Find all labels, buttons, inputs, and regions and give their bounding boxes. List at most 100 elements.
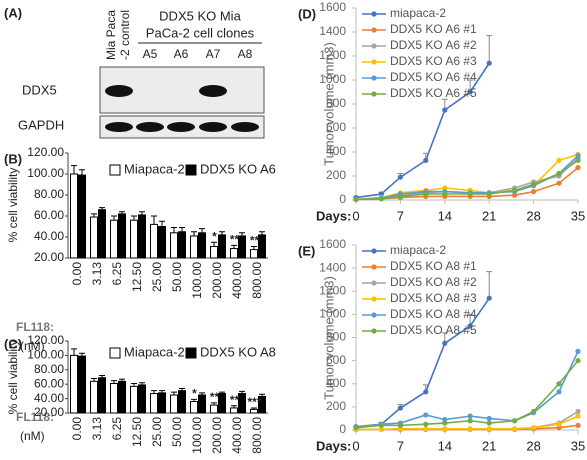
legend-label: miapaca-2 (390, 6, 446, 20)
bar (250, 408, 258, 414)
error-bar (91, 377, 97, 382)
legend-label: DDX5 KO A8 #3 (390, 291, 477, 305)
error-bar (211, 402, 217, 406)
bar (230, 248, 238, 259)
bar (198, 394, 206, 414)
bar (178, 231, 186, 259)
marker (467, 418, 473, 424)
lane-label: A8 (238, 47, 253, 61)
x-tick-label: 12.50 (130, 417, 144, 447)
bar (130, 219, 138, 259)
panel-label: (C) (4, 336, 22, 351)
x-tick-label: 6.25 (110, 262, 124, 286)
bar (170, 232, 178, 259)
x-tick-label: 0 (352, 208, 359, 223)
y-tick-label: 800 (326, 96, 346, 110)
bar (210, 245, 218, 259)
marker (486, 415, 492, 422)
bar (210, 404, 218, 414)
band (199, 85, 227, 97)
marker (511, 418, 518, 424)
band (231, 122, 259, 132)
y-tick-label: 40.00 (34, 391, 64, 405)
error-bar (199, 392, 205, 395)
error-bar (486, 271, 493, 299)
clone-header: PaCa-2 cell clones (146, 25, 255, 40)
y-tick-label: 1600 (319, 0, 346, 14)
error-bar (251, 245, 257, 250)
band (105, 122, 133, 132)
x-tick-label: 14 (438, 208, 452, 223)
bar (150, 393, 158, 414)
marker (423, 157, 429, 163)
legend-label: DDX5 KO A8 #1 (390, 259, 477, 273)
marker (353, 196, 359, 202)
bar (198, 232, 206, 259)
error-bar (239, 390, 245, 394)
bar (110, 382, 118, 414)
y-tick-label: 100.00 (27, 348, 64, 362)
bar (238, 235, 246, 259)
marker (486, 295, 492, 301)
y-tick-label: 1000 (319, 307, 346, 321)
line (355, 351, 579, 428)
legend-marker (371, 328, 377, 334)
y-tick-label: 60.00 (34, 376, 64, 390)
marker (467, 413, 473, 419)
lane-label: A6 (174, 47, 189, 61)
bar (138, 214, 146, 259)
bar (158, 392, 166, 414)
bar (218, 393, 226, 414)
x-tick-label: 50.00 (170, 262, 184, 292)
significance: ** (250, 234, 260, 248)
lane-header: Mia Paca (104, 10, 118, 60)
error-bar (139, 211, 145, 215)
error-bar (111, 215, 117, 221)
significance: * (212, 229, 217, 243)
bar (230, 407, 238, 414)
error-bar (99, 375, 105, 378)
marker (442, 420, 448, 426)
error-bar (131, 215, 137, 221)
x-tick-label: 50.00 (170, 417, 184, 447)
legend-label: DDX5 KO A6 (200, 161, 276, 176)
marker (556, 381, 562, 387)
x-tick-label: 3.13 (90, 417, 104, 441)
lane-header: -2 control (118, 10, 132, 60)
error-bar (239, 232, 245, 236)
y-tick-label: 1400 (319, 260, 346, 274)
error-bar (259, 393, 265, 397)
bar (130, 385, 138, 414)
legend-label: DDX5 KO A8 #2 (390, 275, 477, 289)
legend-label: DDX5 KO A6 #1 (390, 22, 477, 36)
x-axis-unit: (nM) (20, 429, 45, 443)
marker (575, 358, 581, 364)
bar (190, 235, 198, 259)
x-axis-label: Days: (316, 208, 351, 223)
marker (442, 185, 448, 191)
marker (556, 180, 562, 186)
x-tick-label: 14 (438, 438, 452, 453)
bar (190, 400, 198, 414)
legend-marker (371, 264, 377, 270)
legend-marker (371, 248, 377, 254)
error-bar (171, 227, 177, 233)
blot-strip (99, 66, 265, 114)
y-tick-label: 1200 (319, 283, 346, 297)
bar (250, 249, 258, 259)
bar (118, 213, 126, 259)
error-bar (151, 215, 157, 225)
line (355, 159, 579, 201)
marker (467, 426, 473, 432)
y-tick-label: 400 (326, 376, 346, 390)
error-bar (139, 382, 145, 385)
marker (511, 426, 518, 432)
x-axis-label: FL118: (16, 320, 54, 334)
error-bar (219, 391, 225, 394)
panel-label: (B) (4, 151, 22, 166)
marker (556, 421, 562, 427)
y-tick-label: 400 (326, 144, 346, 158)
bar (110, 219, 118, 259)
marker (556, 389, 562, 395)
marker (531, 425, 537, 431)
